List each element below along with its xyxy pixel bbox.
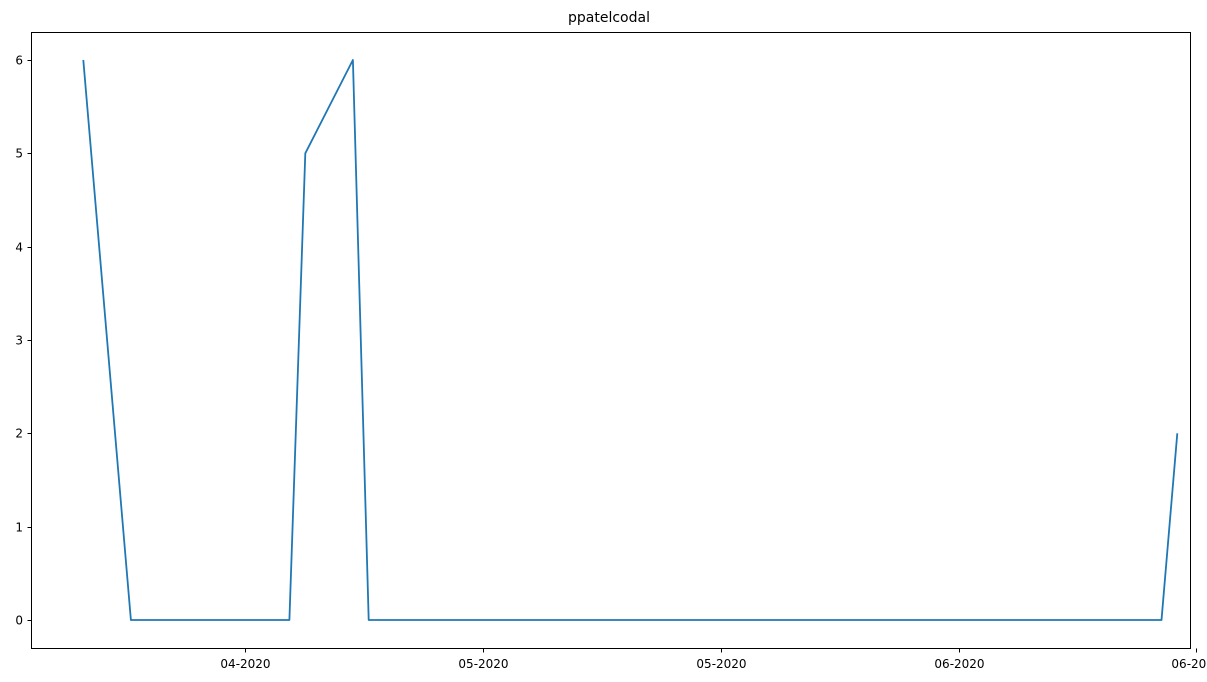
y-tick-label: 1 (15, 521, 23, 535)
y-tick-label: 2 (15, 427, 23, 441)
y-tick-label: 0 (15, 614, 23, 628)
y-tick-label: 5 (15, 147, 23, 161)
y-tick-label: 4 (15, 241, 23, 255)
x-tick-label: 04-2020 (220, 657, 270, 671)
plot-area-frame (31, 32, 1191, 649)
y-tick-label: 3 (15, 334, 23, 348)
chart-title: ppatelcodal (568, 10, 650, 26)
x-tick-label: 05-2020 (458, 657, 508, 671)
x-tick-label: 06-2020 (934, 657, 984, 671)
series-line (82, 59, 1179, 621)
x-tick-label: 05-2020 (696, 657, 746, 671)
y-tick-label: 6 (15, 54, 23, 68)
x-tick-label: 06-2020 (1171, 657, 1207, 671)
